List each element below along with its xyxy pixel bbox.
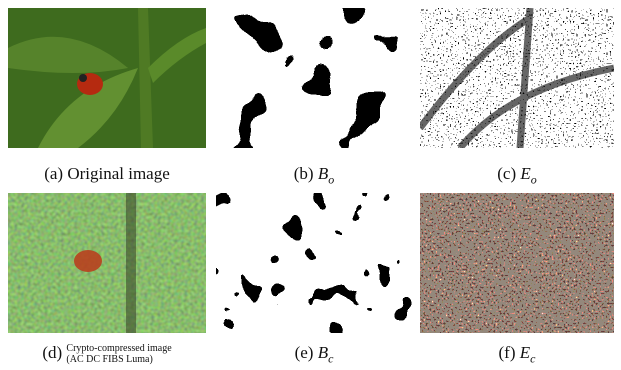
binary-map-compressed (216, 193, 412, 333)
caption-tag: (d) (42, 343, 62, 362)
caption-line: (AC DC FIBS Luma) (66, 354, 152, 365)
caption-line: Crypto-compressed image (66, 343, 171, 354)
binary-map-original (216, 8, 412, 148)
caption-subscript: c (328, 351, 333, 365)
caption-tag: (c) (497, 164, 516, 183)
original-image (8, 8, 206, 148)
caption: (a) Original image (8, 164, 206, 184)
caption: (f) Ec (420, 343, 614, 366)
caption: (b) Bo (216, 164, 412, 187)
caption-tag: (f) (499, 343, 516, 362)
caption-tag: (e) (295, 343, 314, 362)
caption-tag: (a) (44, 164, 63, 183)
figure: (a) Original image (b) Bo (c) Eo (d) Cry… (0, 0, 621, 370)
caption: (d) Crypto-compressed image(AC DC FIBS L… (8, 343, 206, 365)
caption-text: Crypto-compressed image(AC DC FIBS Luma) (66, 343, 171, 365)
caption: (c) Eo (420, 164, 614, 187)
edge-map-compressed (420, 193, 614, 333)
caption-tag: (b) (294, 164, 314, 183)
caption-subscript: o (531, 172, 537, 186)
crypto-compressed-image (8, 193, 206, 333)
caption: (e) Bc (216, 343, 412, 366)
caption-symbol: B (318, 164, 328, 183)
caption-symbol: B (318, 343, 328, 362)
caption-symbol: E (520, 164, 530, 183)
caption-subscript: o (328, 172, 334, 186)
edge-map-original (420, 8, 614, 148)
caption-subscript: c (530, 351, 535, 365)
caption-text: Original image (67, 164, 169, 183)
caption-symbol: E (520, 343, 530, 362)
